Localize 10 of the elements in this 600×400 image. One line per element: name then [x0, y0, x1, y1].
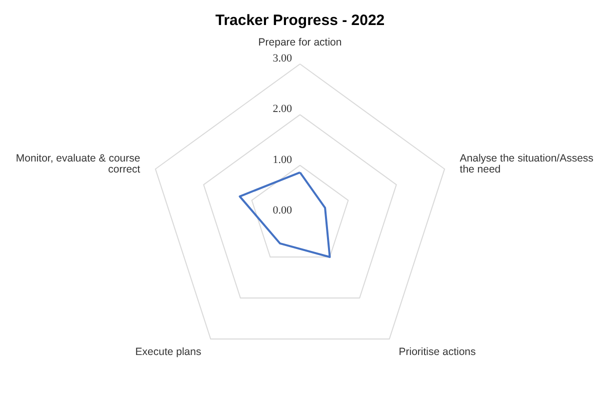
- spoke-label: Monitor, evaluate & course correct: [16, 152, 140, 176]
- y-tick-label: 1.00: [272, 154, 292, 166]
- spoke-label: Prioritise actions: [398, 346, 476, 358]
- y-tick-label: 0.00: [272, 204, 292, 216]
- y-tick-label: 2.00: [272, 103, 292, 116]
- spoke-label: Execute plans: [135, 346, 202, 358]
- spoke-label: Analyse the situation/Assess the need: [460, 152, 594, 176]
- spoke-label: Prepare for action: [258, 36, 342, 48]
- y-tick-label: 3.00: [272, 52, 292, 64]
- chart-title: Tracker Progress - 2022: [215, 12, 385, 29]
